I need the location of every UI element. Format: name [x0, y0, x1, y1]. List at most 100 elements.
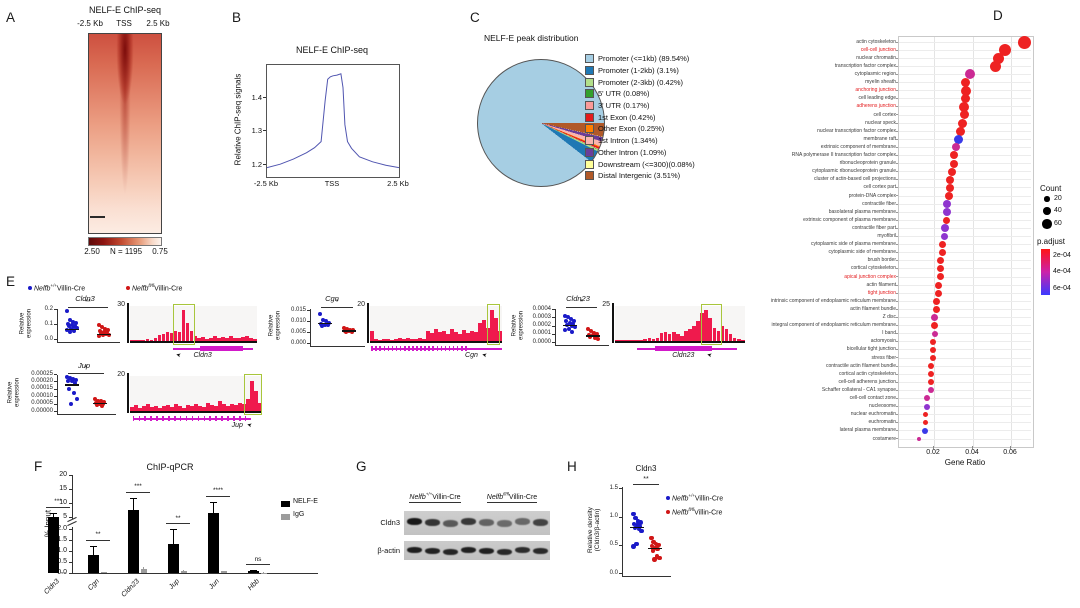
f-y-tick	[69, 573, 72, 574]
gene-body	[199, 346, 244, 351]
gene-exon	[173, 416, 176, 421]
dotplot-y-tick	[896, 195, 898, 197]
peak-highlight-box	[173, 304, 196, 345]
track-bg	[130, 306, 257, 341]
track-bar	[162, 406, 166, 411]
go-term-label: cytoplasmic side of membrane	[828, 249, 896, 256]
gene-exon	[197, 416, 200, 421]
track-bar	[680, 336, 684, 341]
dotplot-point	[928, 363, 935, 369]
qpcr-title: ChIP-qPCR	[146, 462, 194, 472]
dotplot-xtick-3: 0.06	[1003, 449, 1017, 456]
density-y-axis-label: Relative density (Cldn3/β-actin)	[587, 493, 601, 567]
track-bar	[422, 339, 426, 341]
pie-legend: Promoter (<=1kb) (89.54%) Promoter (1-2kb…	[585, 53, 695, 182]
blot-band	[425, 548, 440, 554]
y-tick	[552, 317, 555, 319]
scatter-point	[101, 333, 105, 338]
error-bar	[213, 501, 214, 513]
dotplot-point	[964, 69, 975, 80]
go-term-label: cytoplasmic side of plasma membrane	[810, 241, 896, 248]
y-tick-label: 0.00010	[31, 392, 53, 399]
dotplot-point	[937, 273, 945, 281]
pie-legend-item: Promoter (1-2kb) (3.1%)	[585, 65, 695, 77]
dotplot-point	[935, 281, 943, 289]
go-term-label: tight junction	[867, 289, 896, 296]
heatmap-x-left: -2.5 Kb	[77, 19, 103, 28]
gridline-v	[1011, 37, 1012, 447]
go-term-label: membrane raft	[863, 135, 896, 142]
f-legend-label: NELF-E	[293, 498, 318, 505]
peak-highlight-box	[486, 304, 501, 345]
f-x-category-label: Jun	[208, 578, 221, 591]
profile-ytick-2: 1.3	[251, 126, 262, 135]
gridline-h	[899, 49, 1031, 51]
dotplot-y-tick	[896, 268, 898, 270]
mean-line-blue	[65, 384, 79, 386]
legend-item-ko: Nelfbfl/flVillin-Cre	[126, 283, 182, 292]
dotplot-point	[942, 208, 951, 217]
track-bar	[675, 334, 680, 341]
density-ylabel-line1: Relative density	[587, 507, 594, 553]
track-bar	[434, 329, 438, 341]
track-bar	[198, 405, 202, 411]
padjust-label-2: 4e-04	[1053, 268, 1071, 275]
f-y-axis-lower	[72, 527, 73, 573]
track-bar	[450, 329, 454, 341]
track-bar	[655, 337, 660, 341]
gene-exon	[395, 346, 398, 351]
f-y-tick	[69, 551, 72, 552]
gridline-h	[899, 138, 1031, 140]
mean-line-red	[93, 402, 107, 405]
bar-igg	[101, 572, 107, 573]
f-y-tick	[69, 562, 72, 563]
scatter-point	[570, 330, 574, 335]
gridline-h	[899, 357, 1031, 359]
f-y-axis-upper	[72, 475, 73, 519]
dotplot-y-tick	[896, 325, 898, 326]
gene-exon	[185, 416, 188, 421]
dotplot-y-tick	[896, 219, 898, 221]
dotplot-y-tick	[896, 414, 898, 416]
scatter-point	[99, 331, 103, 335]
f-sig-line	[166, 523, 190, 524]
track-bar	[238, 402, 242, 411]
dotplot-point	[950, 151, 959, 160]
scatter-point	[637, 524, 642, 529]
profile-xtick-1: -2.5 Kb	[253, 179, 279, 188]
dotplot-point	[930, 338, 936, 345]
gene-exon	[162, 416, 164, 421]
track-bar	[250, 381, 254, 411]
go-term-label: actomyosin	[870, 338, 896, 345]
blot-band	[497, 520, 512, 527]
track-bar	[394, 339, 398, 341]
track-bar	[141, 340, 146, 341]
track-bar	[623, 340, 627, 341]
go-term-label: lateral plasma membrane	[839, 427, 896, 434]
scatter-point	[631, 521, 637, 527]
f-y-tick-label: 1.0	[57, 547, 67, 554]
go-term-label: cluster of actin-based cell projections	[814, 176, 896, 183]
pie-legend-item: Other Intron (1.09%)	[585, 147, 695, 159]
go-term-label: bicellular tight junction	[846, 346, 896, 353]
track-bar	[615, 340, 619, 341]
f-sig-line	[206, 495, 230, 497]
y-tick-label: 0.0002	[532, 322, 551, 328]
go-term-label: euchromatin	[868, 419, 896, 426]
track-y-axis	[612, 303, 614, 343]
gene-title: Jup	[77, 361, 91, 370]
track-bar	[142, 406, 146, 411]
scatter-point	[67, 386, 71, 391]
gene-exon	[375, 346, 377, 351]
dotplot-point	[924, 395, 931, 402]
track-bar	[233, 337, 237, 341]
track-bar	[186, 405, 190, 411]
scatter-point	[573, 325, 577, 330]
track-bar	[418, 338, 422, 341]
bar-nelfe	[48, 517, 59, 573]
f-x-axis	[72, 573, 318, 574]
scatter-point	[102, 400, 106, 405]
sig-line	[566, 307, 597, 308]
scatter-point	[65, 328, 69, 332]
f-sig-label: **	[95, 531, 101, 538]
